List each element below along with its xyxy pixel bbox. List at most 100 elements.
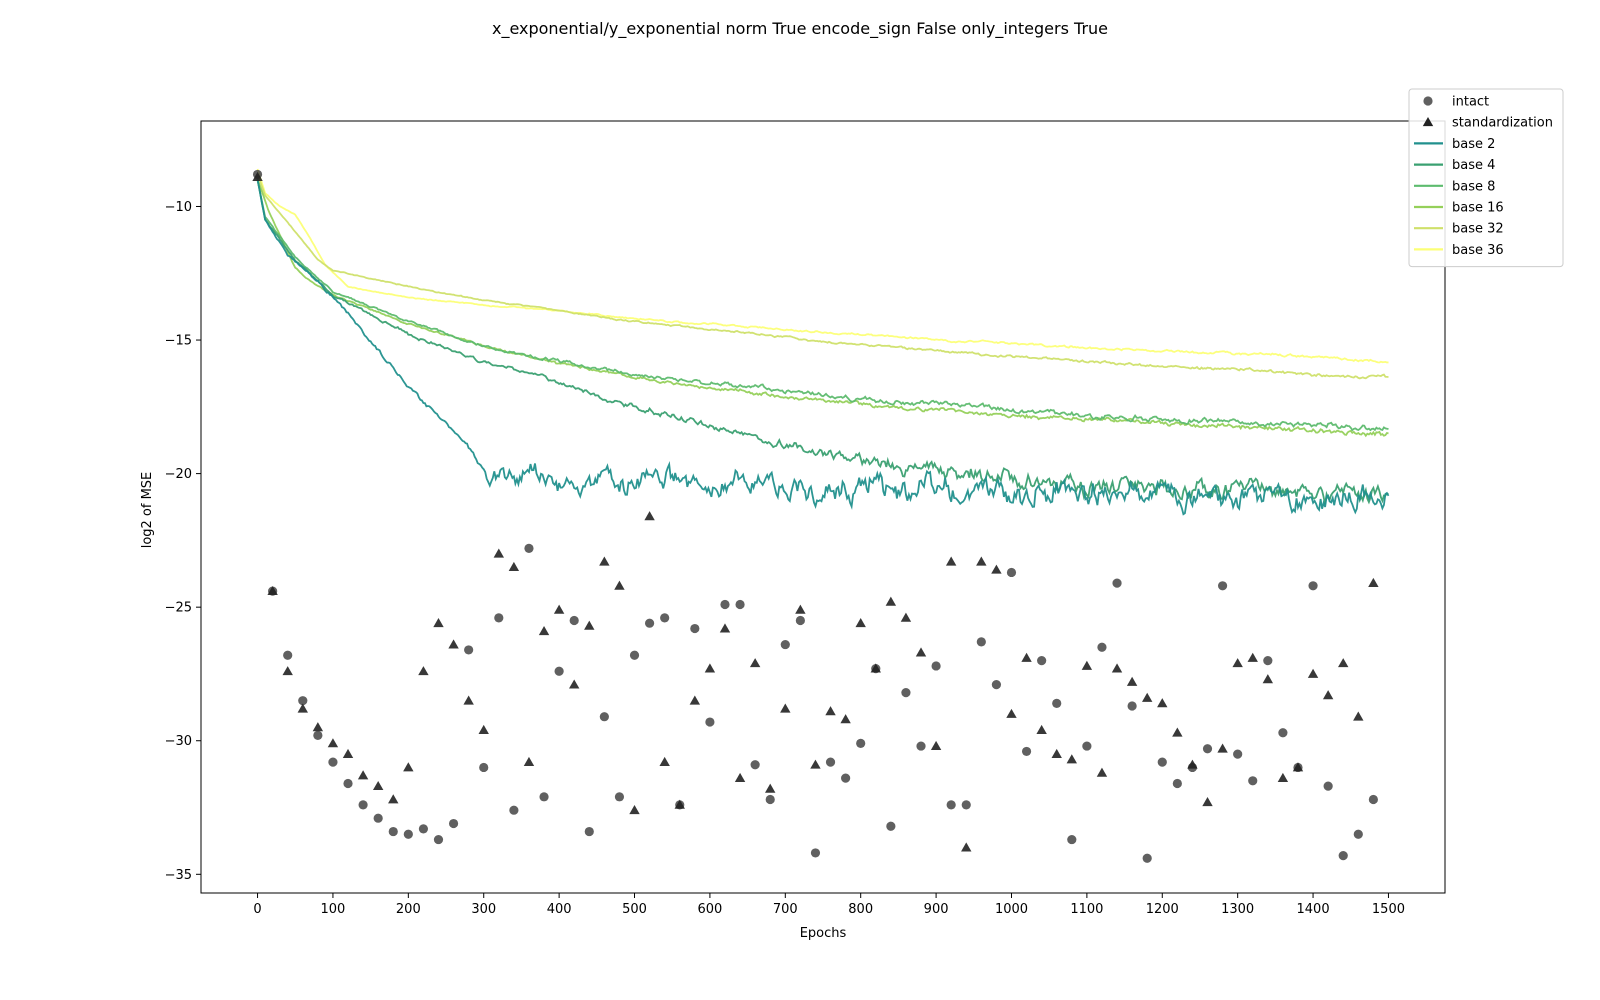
intact-point <box>479 762 489 773</box>
x-tick-label: 800 <box>848 902 873 917</box>
standardization-point <box>267 585 278 596</box>
intact-point <box>1112 578 1122 588</box>
intact-point <box>373 813 383 823</box>
standardization-point <box>976 556 987 566</box>
intact-point <box>283 650 293 660</box>
standardization-point <box>357 770 369 780</box>
standardization-point <box>508 561 520 572</box>
standardization-point <box>1232 658 1243 668</box>
standardization-point <box>493 548 505 558</box>
standardization-point <box>403 762 414 772</box>
x-tick-label: 200 <box>396 902 421 917</box>
standardization-point <box>1368 577 1379 588</box>
intact-point <box>509 805 519 815</box>
intact-point <box>1278 728 1288 738</box>
intact-point <box>629 650 640 660</box>
intact-point <box>584 826 594 837</box>
intact-point <box>720 599 730 610</box>
legend-label: base 8 <box>1452 179 1495 194</box>
legend-label: base 4 <box>1452 158 1495 173</box>
standardization-point <box>810 759 821 769</box>
standardization-point <box>1081 660 1093 670</box>
standardization-point <box>1277 772 1289 783</box>
intact-point <box>1052 698 1062 708</box>
standardization-point <box>1126 676 1138 686</box>
intact-point <box>765 794 775 805</box>
intact-point <box>976 637 986 647</box>
standardization-point <box>704 663 716 673</box>
intact-point <box>690 623 700 634</box>
standardization-point <box>388 794 399 804</box>
series-line <box>256 179 1389 438</box>
intact-point <box>946 800 956 810</box>
standardization-point <box>734 772 746 783</box>
standardization-point <box>252 171 263 181</box>
intact-point <box>705 717 715 727</box>
x-tick-label: 400 <box>547 902 572 917</box>
standardization-point <box>1187 759 1198 769</box>
scatter-points <box>252 169 1379 863</box>
standardization-point <box>1217 743 1228 753</box>
intact-point <box>569 615 579 626</box>
x-axis: 0 100 200 300 400 500 600 700 800 900 1000 1100 1200… <box>253 893 1405 917</box>
standardization-point <box>433 618 444 628</box>
standardization-point <box>297 703 308 713</box>
series-lines <box>256 168 1390 516</box>
standardization-point <box>1262 674 1274 684</box>
standardization-point <box>945 556 957 566</box>
x-axis-label: Epochs <box>800 926 847 941</box>
intact-point <box>916 741 926 751</box>
standardization-point <box>915 647 927 657</box>
standardization-point <box>463 695 474 705</box>
legend-marker-intact <box>1423 96 1433 106</box>
standardization-point <box>1036 724 1047 734</box>
legend: intact standardization base 2 base 4 base 8 b… <box>1408 88 1564 268</box>
intact-point <box>1006 567 1017 578</box>
standardization-point <box>523 756 535 767</box>
y-tick-label: −20 <box>165 467 192 482</box>
intact-point <box>313 730 323 740</box>
y-tick-label: −30 <box>165 734 192 749</box>
standardization-point <box>1307 668 1319 678</box>
intact-point <box>614 792 625 802</box>
standardization-point <box>1006 708 1017 718</box>
standardization-point <box>1066 754 1077 764</box>
intact-point <box>931 661 941 671</box>
standardization-point <box>629 804 640 815</box>
standardization-point <box>1096 767 1108 777</box>
intact-point <box>735 599 745 610</box>
standardization-point <box>840 714 851 724</box>
intact-point <box>1353 829 1363 839</box>
intact-point <box>599 712 609 722</box>
series-line <box>256 168 1389 364</box>
x-tick-label: 1000 <box>995 902 1028 917</box>
intact-point <box>494 613 504 623</box>
standardization-point <box>599 556 610 566</box>
standardization-point <box>765 783 776 793</box>
chart-title: x_exponential/y_exponential norm True en… <box>492 19 1108 39</box>
intact-point <box>841 773 851 783</box>
standardization-point <box>1021 652 1032 662</box>
y-tick-label: −25 <box>165 601 192 616</box>
x-tick-label: 1100 <box>1070 902 1103 917</box>
standardization-point <box>1338 658 1349 668</box>
standardization-point <box>689 695 701 705</box>
intact-point <box>1037 655 1047 666</box>
legend-label: base 16 <box>1452 201 1504 216</box>
intact-point <box>403 829 413 839</box>
standardization-point <box>1247 652 1258 662</box>
intact-point <box>554 666 564 676</box>
y-axis-label: log2 of MSE <box>140 472 155 549</box>
x-tick-label: 300 <box>471 902 496 917</box>
plot-frame <box>200 120 1446 894</box>
intact-point <box>1368 794 1378 805</box>
standardization-point <box>1202 796 1213 807</box>
intact-point <box>795 615 805 626</box>
legend-marker-standardization <box>1422 117 1434 127</box>
standardization-point <box>659 756 670 767</box>
intact-point <box>328 757 338 767</box>
standardization-point <box>900 612 912 622</box>
standardization-point <box>553 604 565 614</box>
standardization-point <box>282 666 293 676</box>
standardization-point <box>312 722 324 732</box>
